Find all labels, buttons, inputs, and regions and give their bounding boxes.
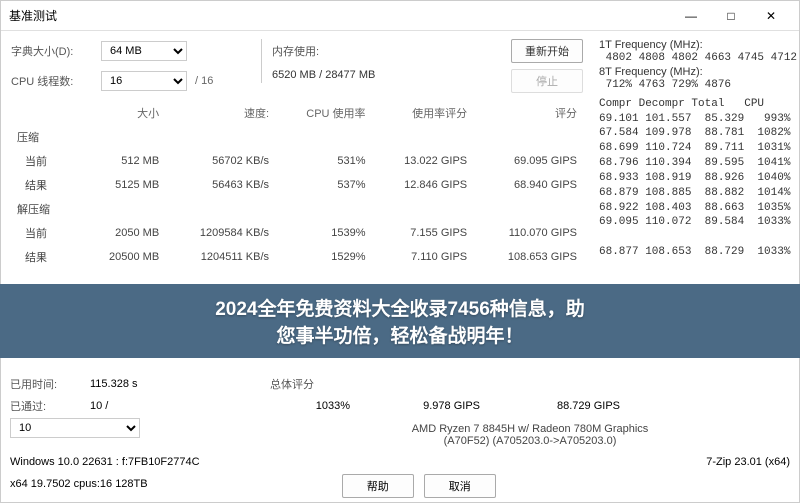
overall-rating: 9.978 GIPS <box>390 400 480 412</box>
cell: 7.155 GIPS <box>372 221 474 245</box>
right-row: 67.584 109.978 88.781 1082% <box>599 126 789 141</box>
elapsed-value: 115.328 s <box>90 378 138 390</box>
cell: 2050 MB <box>81 221 165 245</box>
cell: 531% <box>275 149 372 173</box>
col-speed: 速度: <box>165 101 275 125</box>
table-row: 结果 5125 MB 56463 KB/s 537% 12.846 GIPS 6… <box>11 173 583 197</box>
cell: 537% <box>275 173 372 197</box>
zip-info: 7-Zip 23.01 (x64) <box>706 456 790 468</box>
cancel-button[interactable]: 取消 <box>424 474 496 498</box>
benchmark-table: 大小 速度: CPU 使用率 使用率评分 评分 压缩 当前 512 MB 567… <box>11 101 583 269</box>
cell: 20500 MB <box>81 245 165 269</box>
threads-total: / 16 <box>195 75 213 87</box>
overall-label: 总体评分 <box>270 376 314 392</box>
overall-score: 88.729 GIPS <box>520 400 620 412</box>
mem-value: 6520 MB / 28477 MB <box>272 69 375 81</box>
passes-value: 10 / <box>90 400 108 412</box>
right-row: 68.879 108.885 88.882 1014% <box>599 186 789 201</box>
freq8t-values: 712% 4763 729% 4876 <box>599 78 789 93</box>
col-score: 评分 <box>473 101 583 125</box>
stop-button[interactable]: 停止 <box>511 69 583 93</box>
right-row: 68.699 110.724 89.711 1031% <box>599 141 789 156</box>
right-row: 68.933 108.919 88.926 1040% <box>599 171 789 186</box>
cell: 1209584 KB/s <box>165 221 275 245</box>
cell: 13.022 GIPS <box>372 149 474 173</box>
table-row: 当前 512 MB 56702 KB/s 531% 13.022 GIPS 69… <box>11 149 583 173</box>
passes-label: 已通过: <box>10 398 90 414</box>
cell: 110.070 GIPS <box>473 221 583 245</box>
footer: 已用时间: 115.328 s 已通过: 10 / 10 总体评分 1033% … <box>10 373 790 495</box>
elapsed-label: 已用时间: <box>10 376 90 392</box>
cell: 7.110 GIPS <box>372 245 474 269</box>
window-title: 基准测试 <box>9 7 671 24</box>
threads-select[interactable]: 16 <box>101 71 187 91</box>
cell: 56702 KB/s <box>165 149 275 173</box>
row-label: 当前 <box>11 149 81 173</box>
row-label: 结果 <box>11 173 81 197</box>
col-cpu: CPU 使用率 <box>275 101 372 125</box>
freq8t-label: 8T Frequency (MHz): <box>599 66 789 78</box>
right-row <box>599 230 789 245</box>
compress-header: 压缩 <box>11 125 583 149</box>
cell: 512 MB <box>81 149 165 173</box>
overall-cpu: 1033% <box>270 400 350 412</box>
cell: 69.095 GIPS <box>473 149 583 173</box>
threads-label: CPU 线程数: <box>11 73 101 89</box>
row-label: 当前 <box>11 221 81 245</box>
cell: 1529% <box>275 245 372 269</box>
cell: 1539% <box>275 221 372 245</box>
overlay-banner: 2024全年免费资料大全收录7456种信息，助 您事半功倍，轻松备战明年！ <box>0 284 800 358</box>
titlebar: 基准测试 — □ ✕ <box>1 1 799 31</box>
right-table-header: Compr Decompr Total CPU <box>599 97 789 112</box>
cell: 12.846 GIPS <box>372 173 474 197</box>
dict-size-label: 字典大小(D): <box>11 43 101 59</box>
benchmark-window: 基准测试 — □ ✕ 字典大小(D): 64 MB CPU 线程数: 16 / … <box>0 0 800 503</box>
freq1t-values: 4802 4808 4802 4663 4745 4712 4939 <box>599 51 789 66</box>
divider <box>261 39 262 83</box>
col-size: 大小 <box>81 101 165 125</box>
maximize-button[interactable]: □ <box>711 2 751 30</box>
right-row: 68.796 110.394 89.595 1041% <box>599 156 789 171</box>
right-row: 68.922 108.403 88.663 1035% <box>599 201 789 216</box>
close-button[interactable]: ✕ <box>751 2 791 30</box>
sys-detail: x64 19.7502 cpus:16 128TB <box>10 478 148 490</box>
runs-select[interactable]: 10 <box>10 418 140 438</box>
banner-line1: 2024全年免费资料大全收录7456种信息，助 <box>215 294 585 321</box>
right-rows: 69.101 101.557 85.329 993%67.584 109.978… <box>599 112 789 260</box>
cell: 56463 KB/s <box>165 173 275 197</box>
cell: 5125 MB <box>81 173 165 197</box>
decompress-header: 解压缩 <box>11 197 583 221</box>
dict-size-select[interactable]: 64 MB <box>101 41 187 61</box>
table-row: 结果 20500 MB 1204511 KB/s 1529% 7.110 GIP… <box>11 245 583 269</box>
cpu-line2: (A70F52) (A705203.0->A705203.0) <box>270 435 790 447</box>
freq1t-label: 1T Frequency (MHz): <box>599 39 789 51</box>
window-buttons: — □ ✕ <box>671 2 791 30</box>
minimize-button[interactable]: — <box>671 2 711 30</box>
right-row: 69.101 101.557 85.329 993% <box>599 112 789 127</box>
right-row: 69.095 110.072 89.584 1033% <box>599 215 789 230</box>
cell: 108.653 GIPS <box>473 245 583 269</box>
os-info: Windows 10.0 22631 : f:7FB10F2774C <box>10 456 200 468</box>
banner-line2: 您事半功倍，轻松备战明年！ <box>276 321 523 348</box>
col-rating: 使用率评分 <box>372 101 474 125</box>
row-label: 结果 <box>11 245 81 269</box>
restart-button[interactable]: 重新开始 <box>511 39 583 63</box>
cell: 68.940 GIPS <box>473 173 583 197</box>
mem-label: 内存使用: <box>272 43 319 59</box>
help-button[interactable]: 帮助 <box>342 474 414 498</box>
table-row: 当前 2050 MB 1209584 KB/s 1539% 7.155 GIPS… <box>11 221 583 245</box>
cell: 1204511 KB/s <box>165 245 275 269</box>
cpu-line1: AMD Ryzen 7 8845H w/ Radeon 780M Graphic… <box>270 423 790 435</box>
right-row: 68.877 108.653 88.729 1033% <box>599 245 789 260</box>
